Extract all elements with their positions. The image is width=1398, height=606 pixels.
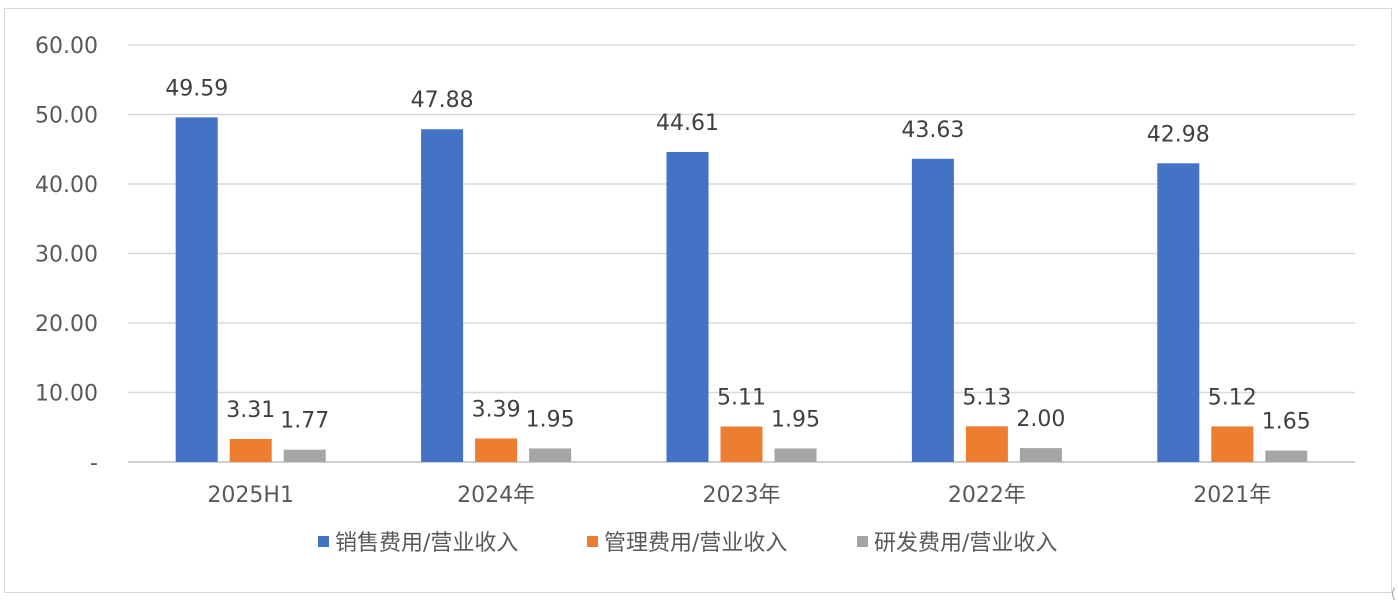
bar [229, 438, 272, 462]
bar [965, 426, 1008, 462]
x-tick-label: 2022年 [948, 483, 1026, 508]
bar [1265, 450, 1308, 462]
legend-label: 管理费用/营业收入 [604, 531, 787, 556]
legend-swatch [587, 536, 598, 547]
bar [720, 426, 763, 462]
x-tick-label: 2025H1 [207, 483, 294, 508]
data-label: 3.31 [226, 398, 275, 423]
bar [1019, 448, 1062, 462]
y-tick-label: 60.00 [35, 34, 98, 59]
x-tick-label: 2021年 [1193, 483, 1271, 508]
bar [421, 129, 464, 462]
y-tick-label: 40.00 [35, 173, 98, 198]
legend-swatch [318, 536, 329, 547]
bar [774, 448, 817, 462]
y-tick-label: 50.00 [35, 104, 98, 129]
legend-label: 研发费用/营业收入 [874, 531, 1057, 556]
data-label: 1.95 [526, 407, 575, 432]
data-label: 42.98 [1147, 122, 1210, 147]
data-label: 1.95 [771, 407, 820, 432]
bar [529, 448, 572, 462]
data-label: 1.65 [1262, 410, 1311, 435]
data-label: 49.59 [165, 76, 228, 101]
bar [283, 449, 326, 462]
corner-mark: ⟨ [1390, 586, 1396, 602]
data-label: 43.63 [901, 118, 964, 143]
data-label: 44.61 [656, 111, 719, 136]
x-tick-label: 2024年 [457, 483, 535, 508]
y-tick-label: 30.00 [35, 243, 98, 268]
y-tick-label: 20.00 [35, 312, 98, 337]
data-label: 5.11 [717, 385, 766, 410]
bar [1211, 426, 1254, 462]
y-tick-label: - [90, 451, 98, 476]
bar [175, 117, 218, 463]
bar [911, 158, 954, 463]
data-label: 2.00 [1016, 407, 1065, 432]
data-label: 47.88 [411, 88, 474, 113]
legend-swatch [857, 536, 868, 547]
data-label: 3.39 [472, 397, 521, 422]
legend-label: 销售费用/营业收入 [335, 531, 518, 556]
y-tick-label: 10.00 [35, 382, 98, 407]
bar [475, 438, 518, 462]
data-label: 5.12 [1208, 385, 1257, 410]
bar [1157, 163, 1200, 462]
data-label: 1.77 [280, 409, 329, 434]
data-label: 5.13 [962, 385, 1011, 410]
bar [666, 151, 709, 462]
x-tick-label: 2023年 [703, 483, 781, 508]
